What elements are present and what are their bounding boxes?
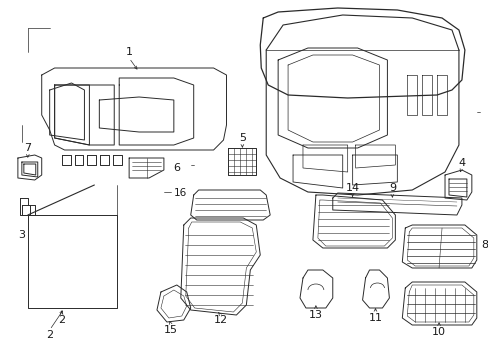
Text: 2: 2	[46, 330, 53, 340]
Text: 6: 6	[172, 163, 180, 173]
Text: 1: 1	[125, 47, 132, 57]
Text: 14: 14	[345, 183, 359, 193]
Text: 9: 9	[388, 183, 395, 193]
Text: 2: 2	[58, 315, 65, 325]
Text: 11: 11	[368, 313, 382, 323]
Text: 16: 16	[173, 188, 186, 198]
Text: 13: 13	[308, 310, 322, 320]
Text: 4: 4	[457, 158, 465, 168]
Text: 12: 12	[213, 315, 227, 325]
Text: 8: 8	[480, 240, 487, 250]
Text: 15: 15	[163, 325, 178, 335]
Text: 3: 3	[19, 230, 25, 240]
Text: 10: 10	[431, 327, 445, 337]
Text: 7: 7	[24, 143, 31, 153]
Text: 5: 5	[239, 133, 245, 143]
